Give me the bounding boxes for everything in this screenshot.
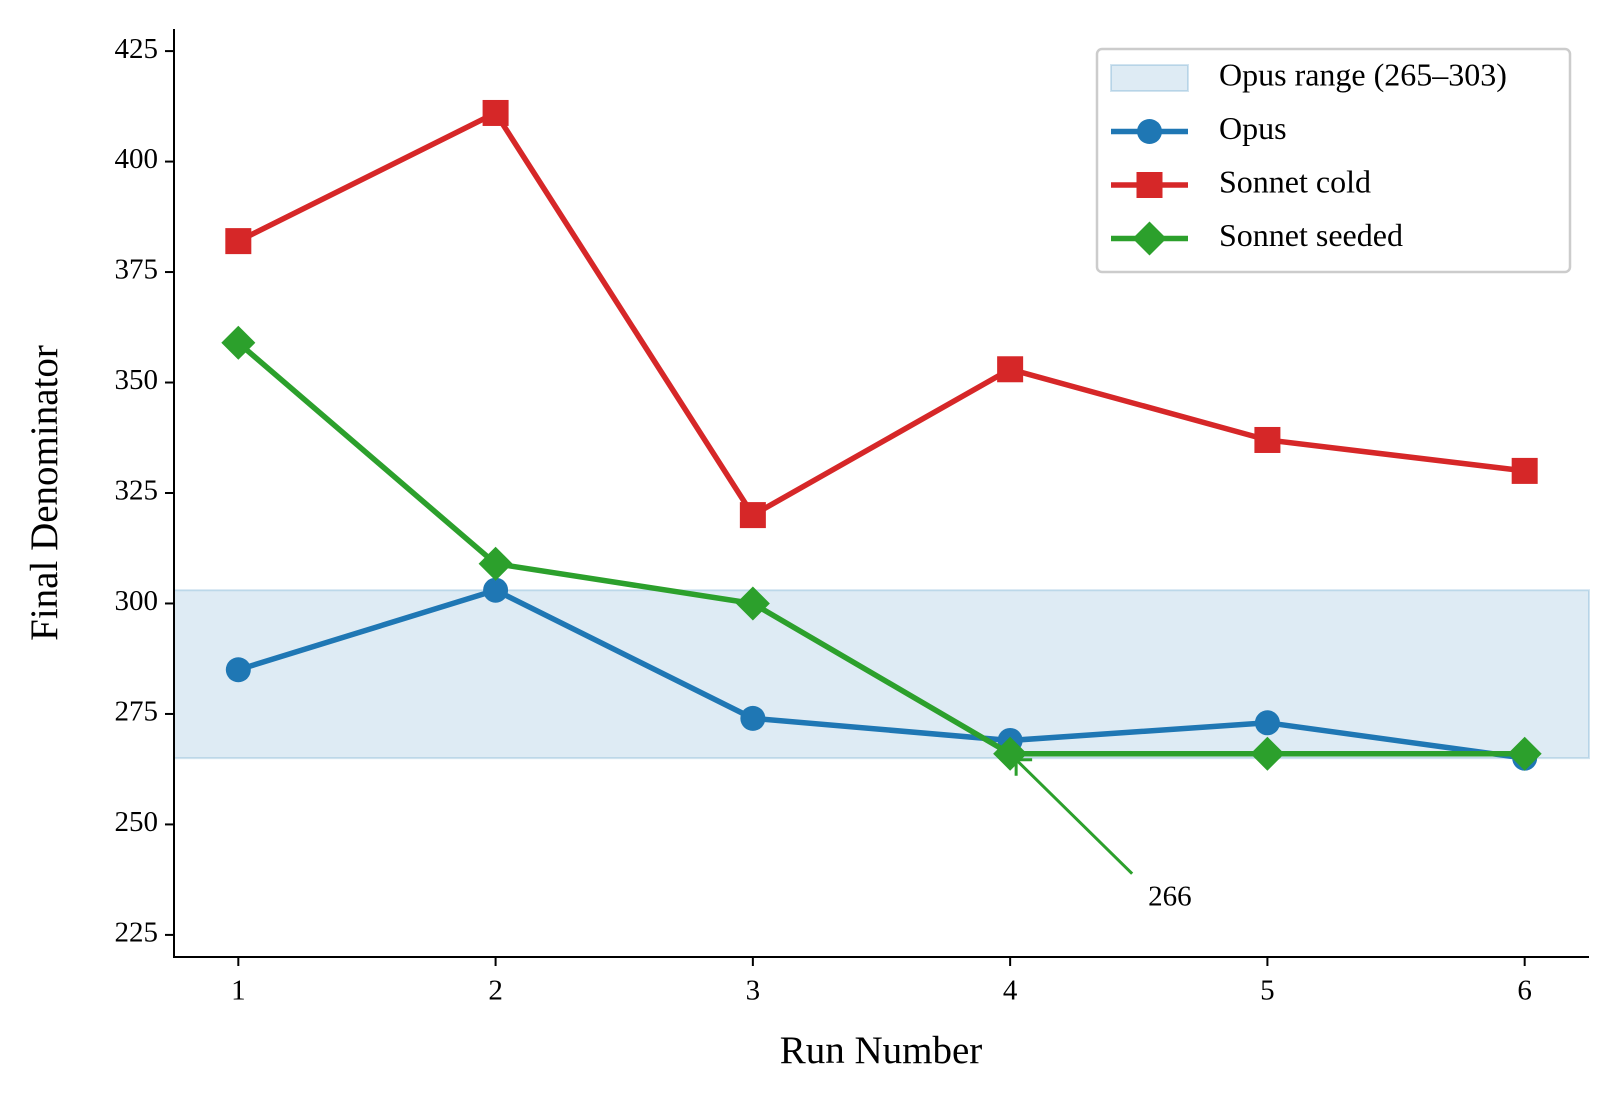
y-tick-label: 425 xyxy=(115,33,159,65)
legend-label: Sonnet seeded xyxy=(1219,217,1403,253)
y-axis-label: Final Denominator xyxy=(23,345,66,641)
marker xyxy=(1507,736,1542,771)
annotation-arrow xyxy=(1015,758,1134,875)
marker xyxy=(1254,426,1281,453)
y-tick-label: 350 xyxy=(115,364,159,396)
marker xyxy=(482,99,509,126)
series xyxy=(225,99,1538,529)
marker xyxy=(221,325,256,360)
legend-label: Opus xyxy=(1219,110,1287,146)
marker xyxy=(1132,221,1167,256)
marker xyxy=(997,356,1024,383)
series-line xyxy=(237,110,1526,518)
legend-label: Sonnet cold xyxy=(1219,163,1371,199)
annotation-arrowhead xyxy=(1014,758,1033,776)
x-tick-label: 3 xyxy=(746,975,761,1007)
x-tick-label: 6 xyxy=(1517,975,1532,1007)
marker xyxy=(1254,710,1280,736)
y-tick-label: 275 xyxy=(115,696,159,728)
marker xyxy=(1250,736,1285,771)
marker xyxy=(740,705,766,731)
x-axis-label: Run Number xyxy=(780,1029,983,1072)
legend-label: Opus range (265–303) xyxy=(1219,56,1507,92)
y-tick-label: 250 xyxy=(115,806,159,838)
marker xyxy=(225,228,252,255)
marker xyxy=(1136,172,1163,198)
x-tick-label: 5 xyxy=(1260,975,1275,1007)
series-line xyxy=(237,587,1526,761)
marker xyxy=(1137,119,1162,144)
marker xyxy=(225,657,251,683)
x-tick-label: 4 xyxy=(1003,975,1018,1007)
x-tick-label: 2 xyxy=(488,975,503,1007)
marker xyxy=(483,577,509,603)
annotation: 266 xyxy=(1148,880,1192,912)
y-tick-label: 325 xyxy=(115,475,159,507)
legend-box xyxy=(1095,47,1572,274)
series-line xyxy=(236,340,1525,757)
marker xyxy=(1511,457,1538,484)
marker xyxy=(735,586,770,621)
y-tick-label: 375 xyxy=(115,254,159,286)
y-tick-label: 300 xyxy=(115,585,159,617)
marker xyxy=(478,546,513,581)
series xyxy=(221,325,1542,771)
x-tick-label: 1 xyxy=(231,975,246,1007)
y-tick-label: 225 xyxy=(115,917,159,949)
marker xyxy=(739,502,766,529)
y-tick-label: 400 xyxy=(115,143,159,175)
legend-swatch xyxy=(1110,64,1189,92)
range-band xyxy=(173,589,1590,760)
